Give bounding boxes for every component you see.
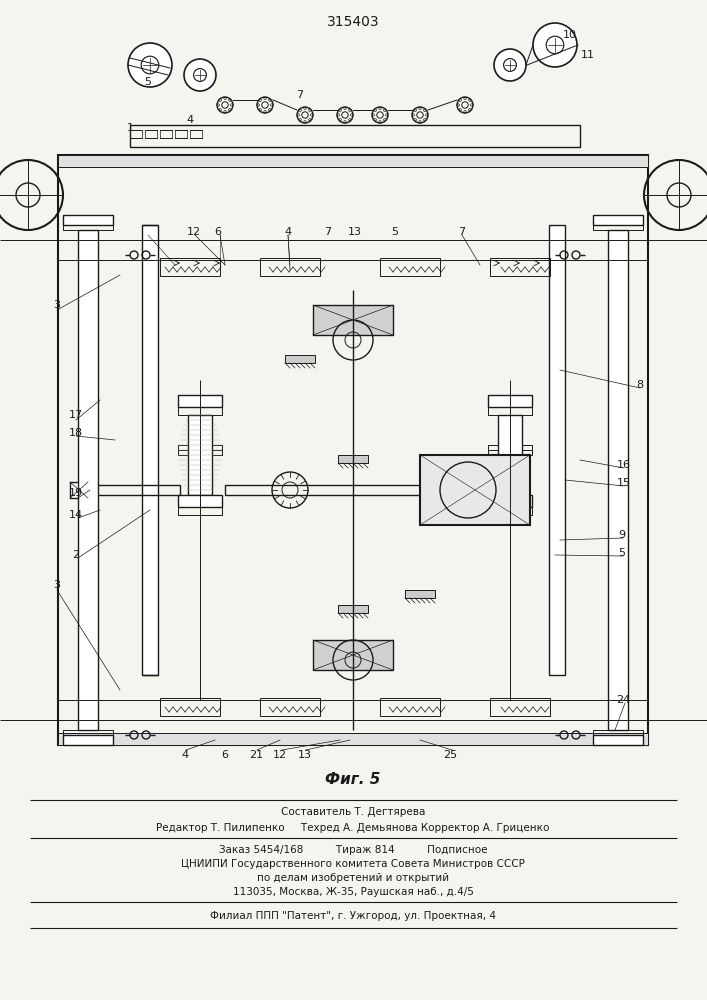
Text: 9: 9: [619, 530, 626, 540]
Bar: [63, 215, 113, 225]
Bar: [63, 735, 113, 745]
Bar: [549, 225, 565, 675]
Circle shape: [184, 59, 216, 91]
Text: 7: 7: [458, 227, 466, 237]
Text: 21: 21: [249, 750, 263, 760]
Circle shape: [547, 36, 563, 54]
Bar: [488, 495, 532, 507]
Text: 19: 19: [69, 488, 83, 498]
Text: Заказ 5454/168          Тираж 814          Подписное: Заказ 5454/168 Тираж 814 Подписное: [218, 845, 487, 855]
Circle shape: [194, 69, 206, 81]
Bar: [178, 507, 222, 515]
Text: 12: 12: [273, 750, 287, 760]
Text: по делам изобретений и открытий: по делам изобретений и открытий: [257, 873, 449, 883]
Bar: [58, 155, 648, 167]
Bar: [420, 455, 530, 525]
Bar: [593, 225, 643, 230]
Text: 5: 5: [619, 548, 626, 558]
Text: Редактор Т. Пилипенко     Техред А. Демьянова Корректор А. Гриценко: Редактор Т. Пилипенко Техред А. Демьянов…: [156, 823, 549, 833]
Text: 4: 4: [284, 227, 291, 237]
Text: 315403: 315403: [327, 15, 380, 29]
Bar: [63, 225, 113, 230]
Text: 14: 14: [69, 510, 83, 520]
Circle shape: [128, 43, 172, 87]
Bar: [488, 407, 532, 415]
Text: 13: 13: [298, 750, 312, 760]
Text: 3: 3: [54, 580, 61, 590]
Bar: [488, 507, 532, 515]
Bar: [405, 590, 435, 598]
Bar: [380, 258, 440, 276]
Text: 15: 15: [617, 478, 631, 488]
Text: 8: 8: [636, 380, 643, 390]
Bar: [80, 485, 180, 495]
Bar: [490, 698, 550, 716]
Bar: [188, 415, 212, 495]
Bar: [488, 395, 532, 407]
Bar: [225, 485, 485, 495]
Text: 24: 24: [616, 695, 630, 705]
Bar: [70, 482, 88, 498]
Bar: [78, 230, 98, 730]
Bar: [593, 730, 643, 735]
Text: 16: 16: [617, 460, 631, 470]
Text: 12: 12: [187, 227, 201, 237]
Bar: [380, 698, 440, 716]
Bar: [178, 445, 188, 455]
Bar: [178, 395, 222, 407]
Bar: [313, 640, 393, 670]
Text: 3: 3: [54, 300, 61, 310]
Bar: [498, 415, 522, 495]
Text: 5: 5: [144, 77, 151, 87]
Text: 11: 11: [581, 50, 595, 60]
Text: Составитель Т. Дегтярева: Составитель Т. Дегтярева: [281, 807, 425, 817]
Bar: [178, 495, 222, 507]
Bar: [63, 730, 113, 735]
Bar: [160, 258, 220, 276]
Bar: [608, 230, 628, 730]
Bar: [285, 355, 315, 363]
Bar: [522, 445, 532, 455]
Text: 6: 6: [214, 227, 221, 237]
Text: ЦНИИПИ Государственного комитета Совета Министров СССР: ЦНИИПИ Государственного комитета Совета …: [181, 859, 525, 869]
Circle shape: [503, 59, 516, 71]
Circle shape: [141, 56, 159, 74]
Bar: [313, 305, 393, 335]
Text: 4: 4: [182, 750, 189, 760]
Text: 7: 7: [325, 227, 332, 237]
Bar: [338, 605, 368, 613]
Text: Фиг. 5: Фиг. 5: [325, 772, 380, 788]
Text: 6: 6: [221, 750, 228, 760]
Bar: [130, 125, 580, 147]
Bar: [338, 455, 368, 463]
Text: 10: 10: [563, 30, 577, 40]
Bar: [160, 698, 220, 716]
Text: Филиал ППП "Патент", г. Ужгород, ул. Проектная, 4: Филиал ППП "Патент", г. Ужгород, ул. Про…: [210, 911, 496, 921]
Bar: [490, 258, 550, 276]
Text: 17: 17: [69, 410, 83, 420]
Text: 18: 18: [69, 428, 83, 438]
Bar: [593, 215, 643, 225]
Text: 113035, Москва, Ж-35, Раушская наб., д.4/5: 113035, Москва, Ж-35, Раушская наб., д.4…: [233, 887, 474, 897]
Text: 7: 7: [296, 90, 303, 100]
Bar: [260, 698, 320, 716]
Circle shape: [494, 49, 526, 81]
Bar: [488, 445, 498, 455]
Bar: [142, 225, 158, 675]
Bar: [58, 733, 648, 745]
Text: 5: 5: [392, 227, 399, 237]
Bar: [260, 258, 320, 276]
Text: 25: 25: [443, 750, 457, 760]
Text: 1: 1: [127, 123, 134, 133]
Bar: [178, 407, 222, 415]
Circle shape: [533, 23, 577, 67]
Text: 2: 2: [72, 550, 80, 560]
Text: 4: 4: [187, 115, 194, 125]
Text: 13: 13: [348, 227, 362, 237]
Bar: [593, 735, 643, 745]
Bar: [58, 155, 648, 745]
Bar: [212, 445, 222, 455]
